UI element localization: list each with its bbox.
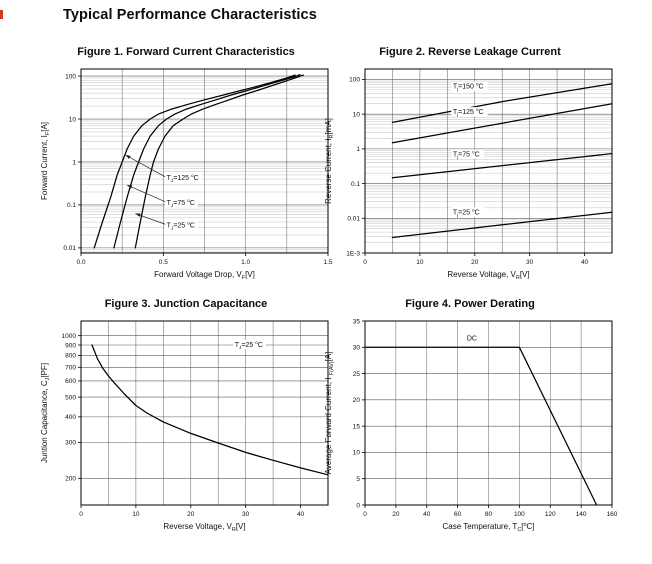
svg-text:100: 100 xyxy=(514,511,525,518)
figure-4-title: Figure 4. Power Derating xyxy=(405,298,535,310)
svg-text:TJ=25 oC: TJ=25 oC xyxy=(235,341,263,351)
svg-text:10: 10 xyxy=(353,450,361,457)
svg-text:800: 800 xyxy=(65,353,76,360)
svg-text:10: 10 xyxy=(132,511,140,518)
svg-text:20: 20 xyxy=(353,397,361,404)
svg-text:0.01: 0.01 xyxy=(347,216,360,223)
svg-text:10: 10 xyxy=(69,116,77,123)
svg-text:30: 30 xyxy=(526,259,534,266)
svg-text:Average Forward Current, I F(A: Average Forward Current, I F(AV)[A] xyxy=(324,352,335,475)
svg-text:10: 10 xyxy=(416,259,424,266)
svg-text:300: 300 xyxy=(65,440,76,447)
svg-text:TJ=75 oC: TJ=75 oC xyxy=(167,199,195,209)
svg-text:Tj=75 oC: Tj=75 oC xyxy=(453,151,480,161)
svg-text:80: 80 xyxy=(485,511,493,518)
svg-text:0: 0 xyxy=(363,511,367,518)
svg-text:Juntion Capacitance, CJ[PF]: Juntion Capacitance, CJ[PF] xyxy=(40,363,51,463)
svg-text:400: 400 xyxy=(65,414,76,421)
svg-text:15: 15 xyxy=(353,423,361,430)
svg-text:Tj=150 oC: Tj=150 oC xyxy=(453,82,484,92)
svg-text:1.5: 1.5 xyxy=(323,259,332,266)
svg-text:1E-3: 1E-3 xyxy=(346,250,360,257)
svg-text:35: 35 xyxy=(353,318,361,325)
figure-1-chart: TJ=125 oC TJ=75 oC TJ=25 oC 0.0 0.5 1.0 1.5 0.0… xyxy=(36,61,336,291)
svg-text:140: 140 xyxy=(576,511,587,518)
svg-text:0: 0 xyxy=(356,502,360,509)
svg-text:0.1: 0.1 xyxy=(67,202,76,209)
svg-text:100: 100 xyxy=(65,73,76,80)
svg-text:5: 5 xyxy=(356,476,360,483)
svg-text:0.1: 0.1 xyxy=(351,181,360,188)
figure-1: Figure 1. Forward Current Characteristic… xyxy=(36,46,336,291)
svg-text:20: 20 xyxy=(471,259,479,266)
svg-text:Tj=125 oC: Tj=125 oC xyxy=(453,108,484,118)
page-title: Typical Performance Characteristics xyxy=(63,7,317,23)
svg-text:0.01: 0.01 xyxy=(63,245,76,252)
figure-4-chart: DC 0 20 40 60 80 100 120 140 160 0 5 10 15 20 25 30 35 Cas… xyxy=(320,313,620,543)
svg-text:40: 40 xyxy=(297,511,305,518)
svg-text:900: 900 xyxy=(65,342,76,349)
figure-1-title: Figure 1. Forward Current Characteristic… xyxy=(77,46,295,58)
svg-text:500: 500 xyxy=(65,394,76,401)
svg-text:Case Temperature, TC[oC]: Case Temperature, TC[oC] xyxy=(442,522,534,533)
svg-text:1000: 1000 xyxy=(62,333,77,340)
svg-text:1.0: 1.0 xyxy=(241,259,250,266)
svg-text:100: 100 xyxy=(349,77,360,84)
svg-text:25: 25 xyxy=(353,371,361,378)
svg-text:200: 200 xyxy=(65,476,76,483)
svg-text:Reverse Voltage, VR[V]: Reverse Voltage, VR[V] xyxy=(163,522,245,533)
svg-text:Tj=25 oC: Tj=25 oC xyxy=(453,208,480,218)
figure-2-title: Figure 2. Reverse Leakage Current xyxy=(379,46,561,58)
svg-text:DC: DC xyxy=(467,335,477,342)
svg-text:700: 700 xyxy=(65,365,76,372)
figure-2-chart: Tj=150 oC Tj=125 oC Tj=75 oC Tj=25 oC 0 10 20 3… xyxy=(320,61,620,291)
svg-text:1: 1 xyxy=(356,146,360,153)
svg-text:Reverse Voltage, VR[V]: Reverse Voltage, VR[V] xyxy=(447,270,529,281)
figure-3: Figure 3. Junction Capacitance TJ=25 oC 0… xyxy=(36,298,336,543)
svg-text:30: 30 xyxy=(242,511,250,518)
svg-text:600: 600 xyxy=(65,378,76,385)
svg-text:Forward Voltage Drop, VF[V]: Forward Voltage Drop, VF[V] xyxy=(154,270,255,281)
red-edge-artifact xyxy=(0,10,3,19)
svg-text:40: 40 xyxy=(423,511,431,518)
svg-text:60: 60 xyxy=(454,511,462,518)
figure-2: Figure 2. Reverse Leakage Current Tj=150… xyxy=(320,46,620,291)
svg-text:1: 1 xyxy=(72,159,76,166)
svg-text:0.5: 0.5 xyxy=(159,259,168,266)
svg-text:Reverse Current, IR[mA]: Reverse Current, IR[mA] xyxy=(324,118,335,204)
figure-3-chart: TJ=25 oC 0 10 20 30 40 200 300 400 500 600 700 800 90… xyxy=(36,313,336,543)
svg-text:TJ=25 oC: TJ=25 oC xyxy=(167,221,195,231)
svg-text:20: 20 xyxy=(187,511,195,518)
svg-text:Forward Current, IF[A]: Forward Current, IF[A] xyxy=(40,122,51,200)
svg-text:0: 0 xyxy=(363,259,367,266)
svg-text:0: 0 xyxy=(79,511,83,518)
svg-text:0.0: 0.0 xyxy=(76,259,85,266)
svg-text:120: 120 xyxy=(545,511,556,518)
svg-text:160: 160 xyxy=(607,511,618,518)
svg-text:10: 10 xyxy=(353,111,361,118)
svg-text:30: 30 xyxy=(353,345,361,352)
svg-text:40: 40 xyxy=(581,259,589,266)
figure-4: Figure 4. Power Derating DC 0 20 40 60 80 100 1… xyxy=(320,298,620,543)
figure-3-title: Figure 3. Junction Capacitance xyxy=(104,298,268,310)
svg-text:20: 20 xyxy=(392,511,400,518)
svg-text:TJ=125 oC: TJ=125 oC xyxy=(167,174,199,184)
